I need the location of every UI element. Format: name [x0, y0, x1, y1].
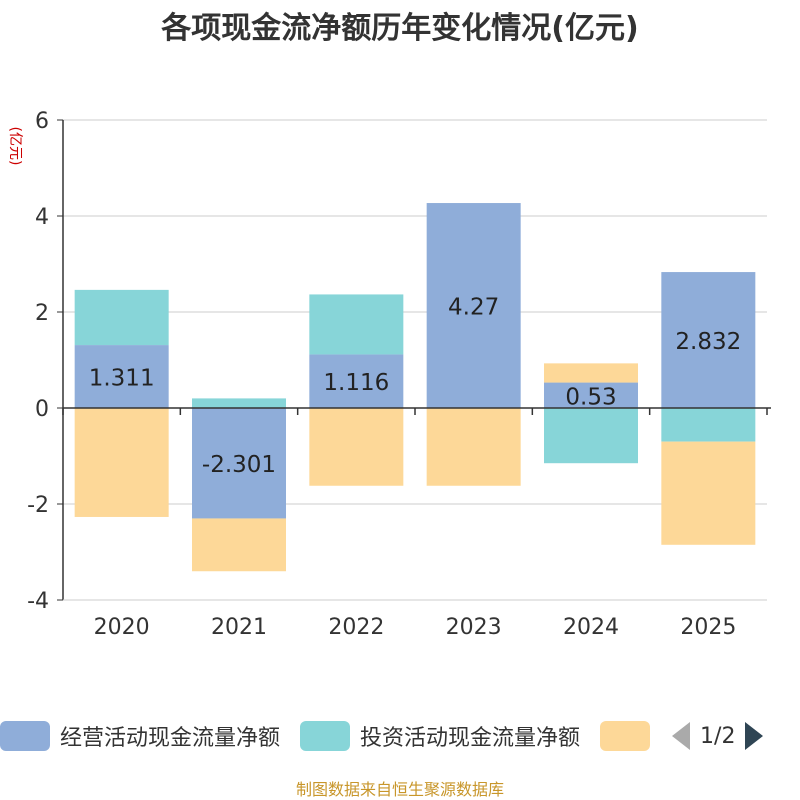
x-tick-label-2020: 2020	[94, 615, 150, 640]
x-tick-label-2021: 2021	[211, 615, 267, 640]
legend-next-page-icon[interactable]	[745, 722, 764, 750]
y-tick-label: 4	[35, 205, 49, 230]
bar-2021-series-2	[192, 518, 286, 572]
x-tick-label-2025: 2025	[680, 615, 736, 640]
bar-2025-series-0	[661, 272, 756, 408]
x-tick-label-2023: 2023	[446, 615, 502, 640]
data-label-2021: -2.301	[202, 452, 276, 478]
bar-2022-series-2	[309, 408, 404, 486]
x-tick-label-2022: 2022	[328, 615, 384, 640]
bar-2020-series-2	[74, 408, 169, 517]
legend-label-investing: 投资活动现金流量净额	[360, 726, 581, 751]
bar-2020-series-1	[74, 289, 169, 346]
y-tick-label: 6	[35, 109, 49, 134]
legend-swatch-investing	[300, 721, 351, 751]
bar-2021-series-1	[192, 398, 286, 408]
y-tick-label: 2	[35, 301, 49, 326]
legend-label-operating: 经营活动现金流量净额	[60, 726, 281, 751]
data-label-2024: 0.53	[565, 384, 616, 410]
bar-2021-series-0	[192, 408, 286, 519]
bar-2023-series-0	[426, 203, 521, 408]
data-label-2025: 2.832	[675, 329, 741, 355]
data-label-2023: 4.27	[448, 295, 499, 321]
y-tick-label: 0	[35, 397, 49, 422]
data-label-2020: 1.311	[89, 366, 155, 392]
legend-swatch-financing	[600, 721, 651, 751]
chart: 各项现金流净额历年变化情况(亿元) (亿元) -4 -2 0 2 4 6 1.311 -2.301…	[7, 11, 771, 640]
chart-title: 各项现金流净额历年变化情况(亿元)	[160, 11, 638, 46]
legend-item-operating[interactable]: 经营活动现金流量净额	[0, 720, 280, 752]
legend-pager: 1/2	[672, 722, 764, 750]
bar-2023-series-2	[426, 408, 521, 486]
x-tick-label-2024: 2024	[563, 615, 619, 640]
bar-2024-series-0	[544, 382, 638, 408]
bar-2020-series-0	[74, 345, 169, 408]
y-tick-label: -2	[27, 493, 49, 518]
legend-item-financing[interactable]	[600, 721, 651, 751]
bar-2022-series-0	[309, 354, 404, 408]
bar-2024-series-1	[544, 408, 638, 464]
y-tick-label: -4	[27, 589, 49, 614]
y-axis-unit-label: (亿元)	[7, 127, 23, 166]
bar-2025-series-2	[661, 441, 756, 545]
legend-page-indicator: 1/2	[700, 723, 736, 749]
bar-2022-series-1	[309, 294, 404, 355]
bar-2025-series-1	[661, 408, 756, 442]
data-label-2022: 1.116	[323, 370, 389, 396]
legend: 经营活动现金流量净额 投资活动现金流量净额 1/2	[0, 716, 800, 756]
source-footer: 制图数据来自恒生聚源数据库	[295, 780, 504, 799]
bar-2024-series-2	[544, 363, 638, 383]
legend-item-investing[interactable]: 投资活动现金流量净额	[300, 720, 580, 752]
legend-swatch-operating	[0, 721, 50, 751]
legend-prev-page-icon[interactable]	[672, 722, 691, 750]
